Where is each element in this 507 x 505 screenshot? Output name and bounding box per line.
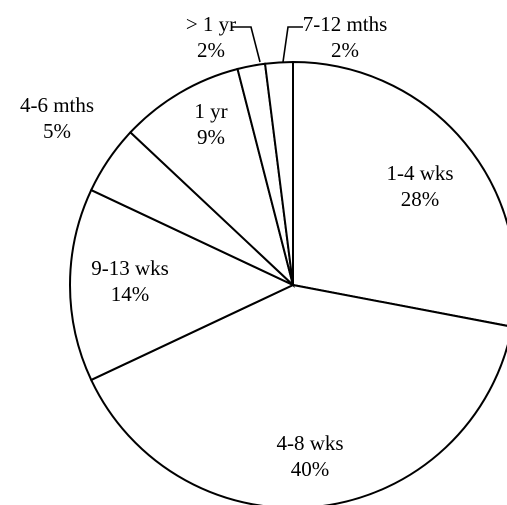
leader-line-7-12-mths — [282, 26, 303, 63]
pie-slices — [69, 60, 507, 505]
slice-label-4-8-wks: 4-8 wks 40% — [276, 431, 343, 481]
slice-percent-text: 2% — [197, 38, 225, 62]
slice-label-7-12-mths: 7-12 mths 2% — [303, 12, 388, 62]
slice-category-text: 1 yr — [194, 99, 227, 123]
leader-lines — [231, 26, 303, 63]
pie-slice-1-4-wks — [292, 60, 507, 327]
slice-category-text: 7-12 mths — [303, 12, 388, 36]
pie-slice-1-yr — [129, 67, 295, 289]
slice-label-4-6-mths: 4-6 mths 5% — [20, 93, 94, 143]
slice-labels: 1-4 wks 28% 4-8 wks 40% 9-13 wks 14% 4-6 mths 5… — [20, 12, 454, 481]
slice-label-1-yr: 1 yr 9% — [194, 99, 227, 149]
pie-slice-9-13-wks — [69, 188, 296, 382]
pie-slice-4-8-wks — [89, 283, 507, 505]
slice-percent-text: 5% — [43, 119, 71, 143]
pie-slice-7-12-mths — [263, 60, 294, 286]
slice-percent-text: 2% — [331, 38, 359, 62]
slice-label-1-4-wks: 1-4 wks 28% — [386, 161, 453, 211]
slice-category-text: 1-4 wks — [386, 161, 453, 185]
slice-category-text: 4-6 mths — [20, 93, 94, 117]
slice-percent-text: 14% — [111, 282, 150, 306]
slice-percent-text: 40% — [291, 457, 330, 481]
slice-percent-text: 28% — [401, 187, 440, 211]
slice-label-over-1-yr: > 1 yr 2% — [186, 12, 236, 62]
slice-label-9-13-wks: 9-13 wks 14% — [91, 256, 169, 306]
slice-category-text: 4-8 wks — [276, 431, 343, 455]
slice-percent-text: 9% — [197, 125, 225, 149]
slice-category-text: > 1 yr — [186, 12, 236, 36]
slice-category-text: 9-13 wks — [91, 256, 169, 280]
leader-line-over-1-yr — [231, 26, 261, 63]
